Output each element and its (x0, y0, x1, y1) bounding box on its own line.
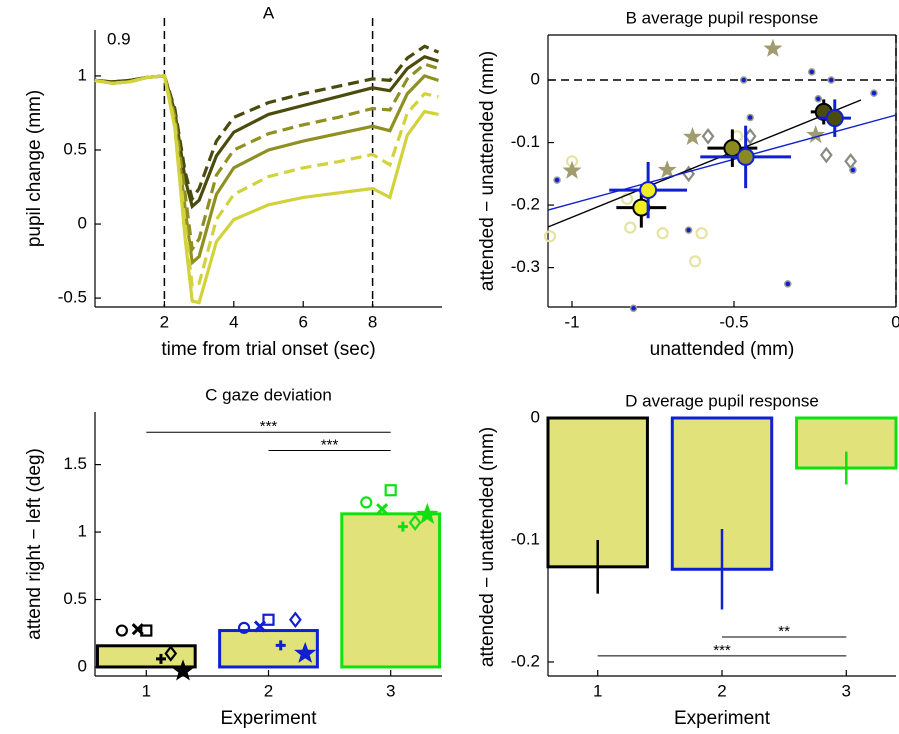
marker (746, 113, 754, 122)
marker (397, 521, 408, 532)
marker (684, 226, 693, 234)
x-tick-label: 2 (160, 312, 169, 331)
marker (620, 192, 634, 205)
marker (701, 127, 715, 145)
x-axis-label: Experiment (220, 708, 317, 729)
marker (806, 125, 826, 144)
marker (695, 227, 708, 240)
marker (140, 624, 153, 637)
marker (808, 68, 816, 76)
chart-title: A (263, 3, 275, 22)
y-tick-label: -0.1 (511, 529, 540, 548)
fit-line (547, 99, 862, 228)
marker (376, 503, 389, 516)
x-axis-label: time from trial onset (sec) (161, 339, 375, 360)
marker (656, 227, 669, 240)
marker (562, 160, 582, 179)
chart-title: D average pupil response (625, 391, 819, 410)
x-tick-label: 0 (891, 312, 899, 331)
x-axis-label: Experiment (674, 708, 771, 729)
y-tick-label: -0.2 (511, 195, 540, 214)
x-tick-label: 1 (593, 681, 602, 700)
y-axis-label: pupil change (mm) (24, 90, 45, 247)
mean-point (639, 181, 658, 200)
x-tick-label: 8 (368, 312, 377, 331)
y-tick-label: -0.1 (511, 132, 540, 151)
x-tick-label: 4 (229, 312, 238, 331)
line-series (94, 74, 439, 305)
marker (171, 659, 195, 681)
marker (624, 221, 637, 234)
marker (155, 653, 166, 664)
marker (629, 304, 638, 313)
marker (384, 484, 397, 497)
x-tick-label: 2 (264, 681, 273, 700)
mean-point (736, 147, 755, 166)
marker (543, 230, 557, 243)
marker (870, 89, 878, 97)
marker (115, 624, 128, 637)
y-tick-label: -0.5 (58, 288, 87, 307)
x-tick-label: 2 (717, 681, 726, 700)
marker (827, 76, 835, 84)
y-tick-label: 0 (78, 214, 87, 233)
y-tick-label: 1 (78, 522, 87, 541)
marker (739, 76, 748, 84)
y-tick-label: 1.5 (63, 454, 87, 473)
y-axis-label: attend right − left (deg) (24, 448, 45, 640)
significance-label: *** (260, 418, 278, 435)
marker (819, 146, 833, 164)
chart-title: C gaze deviation (205, 385, 332, 404)
significance-label: *** (321, 436, 339, 453)
marker (360, 496, 373, 509)
fit-line (547, 114, 897, 211)
marker (408, 514, 422, 531)
x-tick-label: 6 (298, 312, 307, 331)
marker (262, 613, 275, 626)
y-tick-label: 0.5 (63, 589, 87, 608)
marker (288, 611, 302, 629)
annotation: 0.9 (107, 29, 131, 48)
marker (237, 621, 251, 634)
marker (682, 126, 703, 145)
marker (689, 255, 702, 268)
marker (784, 280, 792, 288)
significance-label: *** (713, 642, 731, 659)
bar (95, 644, 197, 669)
marker (416, 502, 439, 524)
y-tick-label: 0 (78, 656, 87, 675)
y-tick-label: 0 (531, 407, 540, 426)
y-axis-label: attended − unattended (mm) (477, 427, 498, 667)
x-tick-label: 1 (142, 681, 151, 700)
significance-label: ** (778, 623, 790, 640)
x-axis-label: unattended (mm) (650, 339, 795, 360)
chart-title: B average pupil response (626, 8, 819, 27)
marker (294, 641, 317, 663)
marker (844, 153, 858, 170)
y-tick-label: 0 (531, 70, 540, 89)
marker (657, 160, 677, 179)
marker (553, 176, 561, 184)
y-tick-label: -0.3 (511, 257, 540, 276)
x-tick-label: 3 (842, 681, 851, 700)
mean-point (825, 109, 844, 128)
y-tick-label: -0.2 (511, 651, 540, 670)
line-series (94, 62, 439, 254)
marker (814, 95, 822, 103)
bar (340, 512, 442, 669)
x-tick-label: -0.5 (719, 312, 748, 331)
marker (164, 645, 178, 662)
y-tick-label: 0.5 (63, 139, 87, 158)
line-series (94, 44, 440, 203)
y-tick-label: 1 (78, 65, 87, 84)
y-axis-label: attended − unattended (mm) (477, 51, 498, 291)
line-series (94, 74, 439, 289)
marker (763, 38, 783, 57)
marker (275, 640, 286, 651)
x-tick-label: 3 (386, 681, 395, 700)
marker (849, 166, 857, 174)
x-tick-label: -1 (564, 312, 579, 331)
